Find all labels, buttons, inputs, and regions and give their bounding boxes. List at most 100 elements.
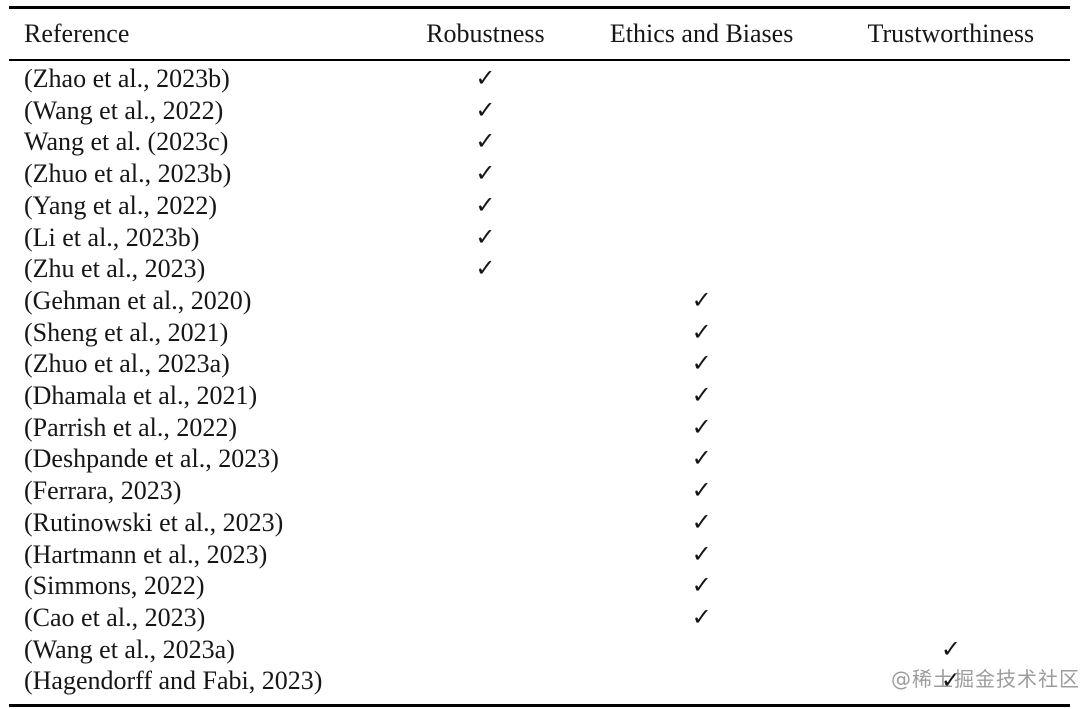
ethics-check-cell [572, 665, 832, 705]
ethics-check-cell [572, 158, 832, 190]
table-row: (Rutinowski et al., 2023) ✓ [9, 507, 1070, 539]
robustness-check-cell [399, 412, 571, 444]
column-header-ethics-and-biases: Ethics and Biases [571, 7, 832, 61]
header-row: Reference Robustness Ethics and Biases T… [9, 7, 1070, 61]
robustness-check-cell: ✓ [475, 159, 496, 188]
column-header-trustworthiness: Trustworthiness [831, 7, 1070, 61]
reference-cell: (Sheng et al., 2021) [24, 317, 229, 347]
reference-cell: (Wang et al., 2022) [24, 95, 224, 125]
robustness-check-cell: ✓ [475, 95, 496, 124]
table-row: (Ferrara, 2023) ✓ [9, 475, 1070, 507]
ethics-check-cell: ✓ [691, 412, 712, 441]
robustness-check-cell [399, 507, 571, 539]
reference-cell: (Dhamala et al., 2021) [24, 381, 258, 411]
ethics-check-cell: ✓ [691, 381, 712, 410]
robustness-check-cell [399, 539, 571, 571]
ethics-check-cell: ✓ [691, 317, 712, 346]
references-table: Reference Robustness Ethics and Biases T… [9, 6, 1070, 708]
table-row: (Wang et al., 2022) ✓ [9, 95, 1070, 127]
ethics-check-cell [572, 60, 832, 95]
ethics-check-cell: ✓ [691, 444, 712, 473]
references-table-wrap: Reference Robustness Ethics and Biases T… [9, 6, 1070, 708]
robustness-check-cell: ✓ [475, 190, 496, 219]
trustworthiness-check-cell [832, 443, 1070, 475]
trustworthiness-check-cell [832, 507, 1070, 539]
reference-cell: (Rutinowski et al., 2023) [24, 507, 284, 537]
trustworthiness-check-cell: ✓ [940, 634, 961, 663]
robustness-check-cell [399, 285, 571, 317]
robustness-check-cell [399, 475, 571, 507]
table-row: (Zhao et al., 2023b) ✓ [9, 60, 1070, 95]
robustness-check-cell [399, 443, 571, 475]
ethics-check-cell [572, 634, 832, 666]
robustness-check-cell: ✓ [475, 254, 496, 283]
trustworthiness-check-cell [832, 539, 1070, 571]
reference-cell: (Wang et al., 2023a) [24, 634, 235, 664]
trustworthiness-check-cell [832, 285, 1070, 317]
reference-cell: (Simmons, 2022) [24, 571, 205, 601]
trustworthiness-check-cell [832, 60, 1070, 95]
table-row: (Parrish et al., 2022) ✓ [9, 412, 1070, 444]
table-row: (Dhamala et al., 2021) ✓ [9, 380, 1070, 412]
table-body: (Zhao et al., 2023b) ✓ (Wang et al., 2022)… [9, 60, 1070, 706]
trustworthiness-check-cell [832, 190, 1070, 222]
column-header-robustness: Robustness [399, 7, 572, 61]
reference-cell: Wang et al. (2023c) [24, 127, 229, 157]
reference-cell: (Zhao et al., 2023b) [24, 64, 230, 93]
reference-cell: (Gehman et al., 2020) [24, 285, 252, 315]
ethics-check-cell: ✓ [691, 571, 712, 600]
ethics-check-cell [572, 126, 832, 158]
trustworthiness-check-cell [832, 412, 1070, 444]
reference-cell: (Deshpande et al., 2023) [24, 444, 279, 474]
trustworthiness-check-cell [832, 126, 1070, 158]
ethics-check-cell: ✓ [691, 507, 712, 536]
trustworthiness-check-cell [832, 222, 1070, 254]
reference-cell: (Yang et al., 2022) [24, 190, 218, 220]
reference-cell: (Cao et al., 2023) [24, 602, 206, 632]
table-row: (Cao et al., 2023) ✓ [9, 602, 1070, 634]
ethics-check-cell: ✓ [691, 539, 712, 568]
robustness-check-cell [399, 570, 571, 602]
column-header-reference: Reference [9, 7, 400, 61]
table-row: (Hagendorff and Fabi, 2023) ✓ [9, 665, 1070, 705]
reference-cell: (Li et al., 2023b) [24, 222, 200, 252]
ethics-check-cell: ✓ [691, 349, 712, 378]
reference-cell: (Zhu et al., 2023) [24, 254, 206, 284]
table-row: (Zhuo et al., 2023a) ✓ [9, 348, 1070, 380]
trustworthiness-check-cell [832, 317, 1070, 349]
reference-cell: (Ferrara, 2023) [24, 476, 182, 506]
reference-cell: (Zhuo et al., 2023a) [24, 349, 230, 379]
table-row: (Zhuo et al., 2023b) ✓ [9, 158, 1070, 190]
table-row: (Deshpande et al., 2023) ✓ [9, 443, 1070, 475]
trustworthiness-check-cell [832, 475, 1070, 507]
robustness-check-cell [399, 317, 571, 349]
trustworthiness-check-cell [832, 602, 1070, 634]
reference-cell: (Parrish et al., 2022) [24, 412, 238, 442]
table-row: (Wang et al., 2023a) ✓ [9, 634, 1070, 666]
table-row: (Hartmann et al., 2023) ✓ [9, 539, 1070, 571]
robustness-check-cell [399, 602, 571, 634]
table-row: (Yang et al., 2022) ✓ [9, 190, 1070, 222]
robustness-check-cell [399, 634, 571, 666]
trustworthiness-check-cell [832, 380, 1070, 412]
robustness-check-cell: ✓ [475, 222, 496, 251]
ethics-check-cell [572, 222, 832, 254]
trustworthiness-check-cell [832, 158, 1070, 190]
table-row: Wang et al. (2023c) ✓ [9, 126, 1070, 158]
trustworthiness-check-cell: ✓ [940, 666, 961, 695]
ethics-check-cell [572, 95, 832, 127]
robustness-check-cell [399, 348, 571, 380]
ethics-check-cell: ✓ [691, 285, 712, 314]
robustness-check-cell [399, 380, 571, 412]
reference-cell: (Hartmann et al., 2023) [24, 539, 268, 569]
ethics-check-cell [572, 253, 832, 285]
table-row: (Gehman et al., 2020) ✓ [9, 285, 1070, 317]
table-row: (Li et al., 2023b) ✓ [9, 222, 1070, 254]
ethics-check-cell: ✓ [691, 476, 712, 505]
trustworthiness-check-cell [832, 95, 1070, 127]
reference-cell: (Hagendorff and Fabi, 2023) [24, 666, 323, 696]
trustworthiness-check-cell [832, 570, 1070, 602]
robustness-check-cell [399, 665, 571, 705]
table-row: (Simmons, 2022) ✓ [9, 570, 1070, 602]
